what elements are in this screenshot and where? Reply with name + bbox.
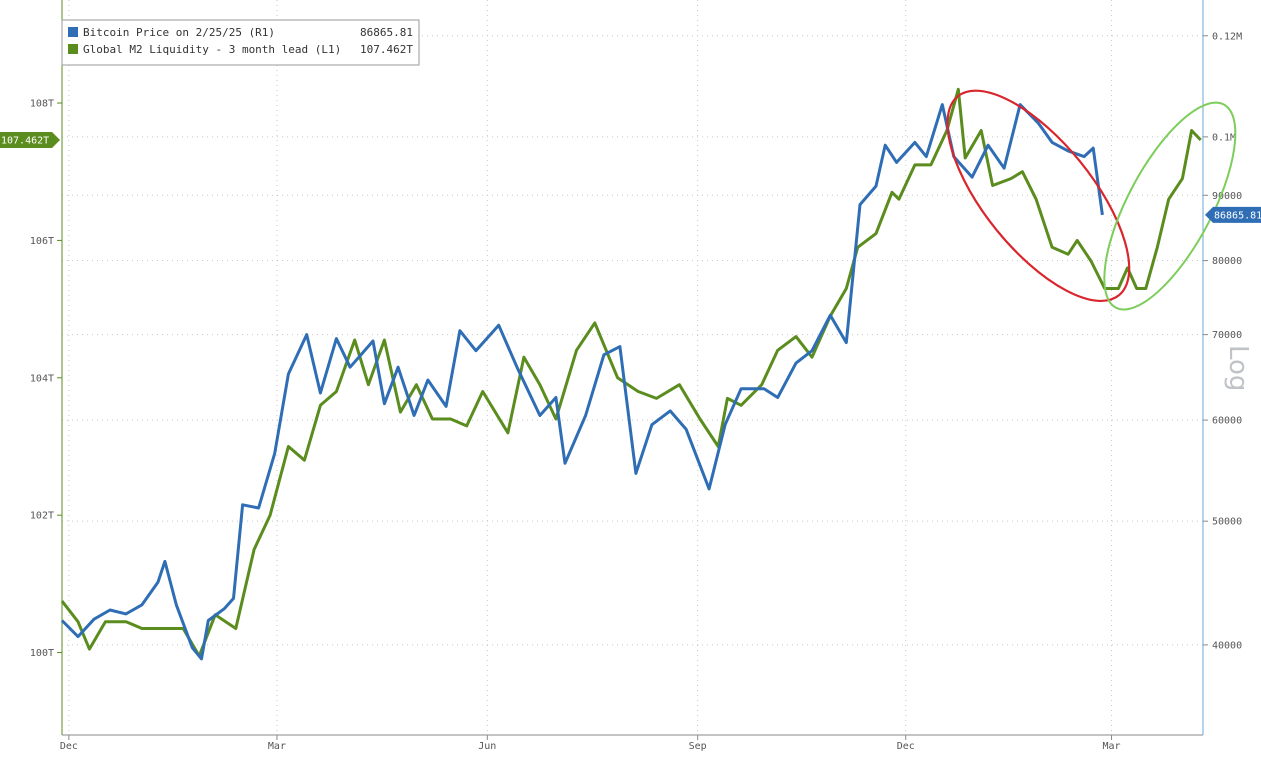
right-tick-label: 60000 (1212, 416, 1242, 427)
right-axis-scale-label: Log (1223, 345, 1253, 391)
x-tick-label: Dec (897, 741, 915, 752)
x-tick-label: Sep (689, 741, 707, 752)
right-tick-label: 50000 (1212, 517, 1242, 528)
legend-label-bitcoin: Bitcoin Price on 2/25/25 (R1) (83, 26, 275, 39)
x-tick-label: Mar (268, 741, 286, 752)
annotation-ellipse-red (946, 89, 1131, 303)
x-tick-label: Jun (478, 741, 496, 752)
legend-label-global-m2: Global M2 Liquidity - 3 month lead (L1) (83, 43, 341, 56)
legend: Bitcoin Price on 2/25/25 (R1) 86865.81 G… (61, 19, 420, 66)
annotation-ellipse-green (1103, 101, 1237, 311)
legend-swatch-bitcoin (68, 27, 78, 37)
legend-swatch-global-m2 (68, 44, 78, 54)
x-tick-label: Mar (1103, 741, 1121, 752)
left-tick-label: 106T (30, 236, 54, 247)
left-tick-label: 102T (30, 511, 54, 522)
annotation-layer (946, 89, 1237, 311)
right-last-value-tag (1205, 206, 1261, 223)
legend-value-bitcoin: 86865.81 (360, 26, 413, 39)
legend-value-global-m2: 107.462T (360, 43, 413, 56)
series-line-global-m2 (60, 87, 1202, 658)
x-tick-label: Dec (60, 741, 78, 752)
last-value-tags: 107.462T 86865.81 (0, 131, 1261, 223)
right-last-value-tag-label: 86865.81 (1214, 210, 1261, 221)
left-tick-label: 100T (30, 648, 54, 659)
axes-layer: Dec Mar Jun Sep Dec Mar 40000 50000 60000 70000 80… (30, 0, 1242, 752)
left-last-value-tag (0, 131, 60, 148)
series-layer (60, 87, 1202, 661)
right-tick-label: 40000 (1212, 640, 1242, 651)
left-last-value-tag-label: 107.462T (1, 135, 49, 146)
series-line-bitcoin (60, 103, 1104, 661)
right-tick-label: 0.12M (1212, 31, 1242, 42)
left-tick-label: 104T (30, 373, 54, 384)
right-tick-label: 90000 (1212, 191, 1242, 202)
left-tick-label: 108T (30, 99, 54, 110)
legend-box (61, 19, 420, 66)
grid-layer (62, 0, 1203, 735)
right-tick-label: 0.1M (1212, 132, 1236, 143)
right-tick-label: 80000 (1212, 256, 1242, 267)
right-tick-label: 70000 (1212, 330, 1242, 341)
